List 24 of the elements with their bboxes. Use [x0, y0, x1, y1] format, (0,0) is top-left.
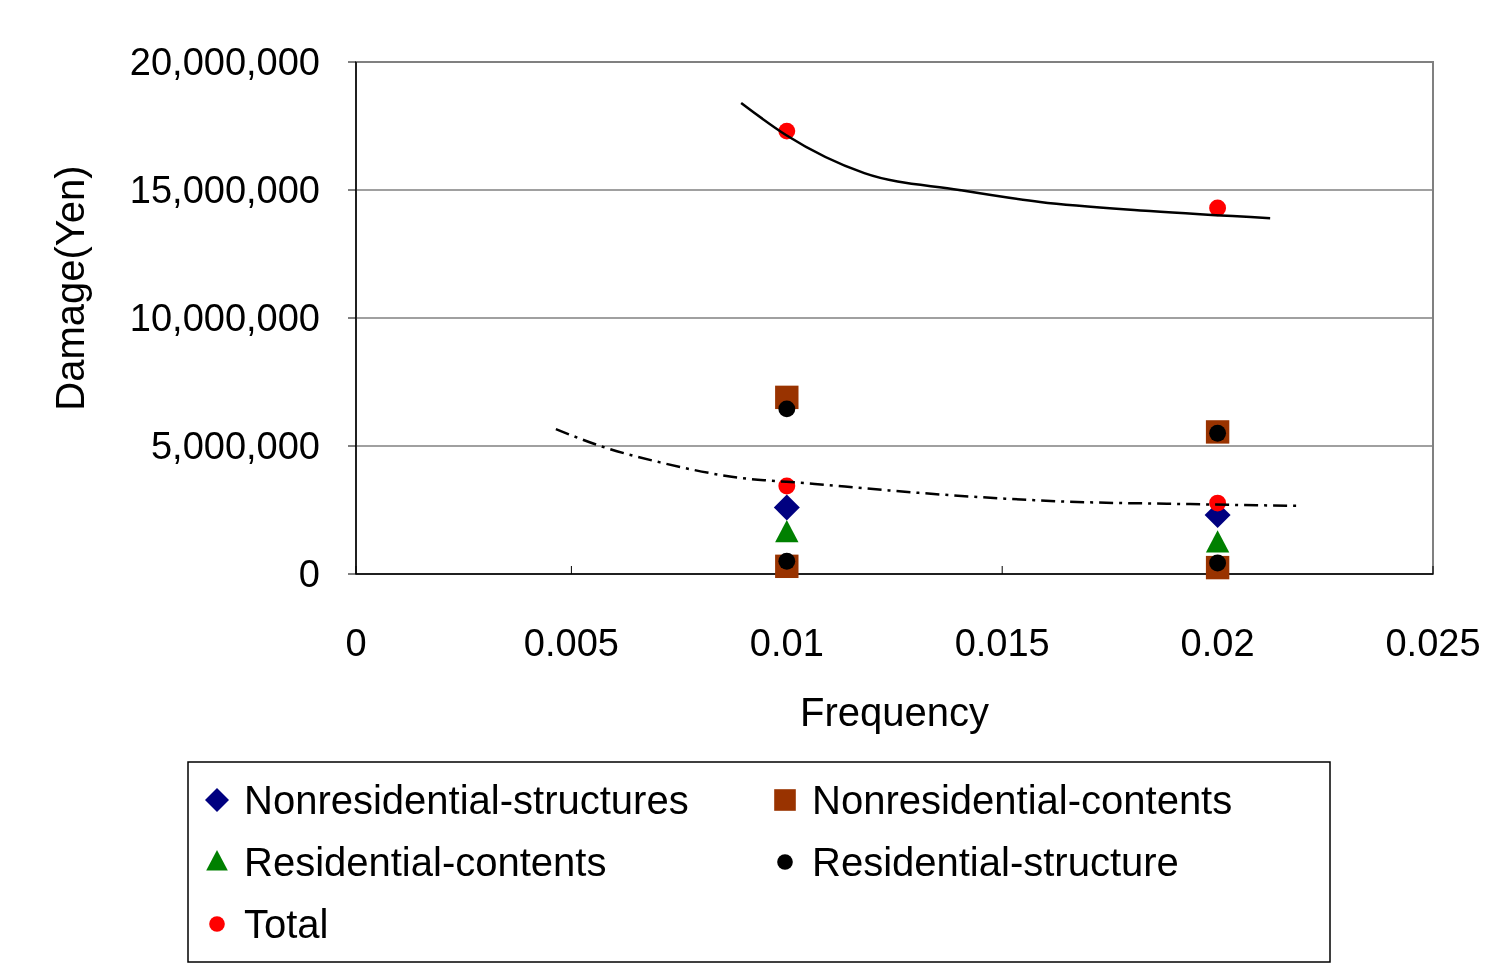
legend-label: Nonresidential-structures [244, 778, 689, 822]
x-tick-label: 0 [345, 622, 367, 664]
line-series [739, 101, 1272, 220]
y-tick-label: 5,000,000 [150, 425, 320, 467]
point [1209, 199, 1227, 217]
y-tick-label: 20,000,000 [129, 41, 320, 83]
x-tick-label: 0.025 [1385, 622, 1481, 664]
y-tick-label: 0 [298, 553, 320, 595]
point [778, 400, 796, 418]
x-axis-title: Frequency [800, 690, 989, 734]
x-tick-label: 0.015 [954, 622, 1050, 664]
x-tick-label: 0.01 [749, 622, 824, 664]
legend-label: Residential-contents [244, 840, 607, 884]
point [775, 520, 799, 543]
x-tick-label: 0.005 [523, 622, 619, 664]
y-axis-title: Damage(Yen) [48, 165, 92, 411]
legend-label: Total [244, 902, 329, 946]
legend-label: Nonresidential-contents [812, 778, 1233, 822]
point [1205, 530, 1230, 553]
y-tick-label: 15,000,000 [129, 169, 320, 211]
point [773, 494, 800, 521]
x-tick-label: 0.02 [1180, 622, 1255, 664]
legend-label: Residential-structure [812, 840, 1179, 884]
y-tick-label: 10,000,000 [129, 297, 320, 339]
